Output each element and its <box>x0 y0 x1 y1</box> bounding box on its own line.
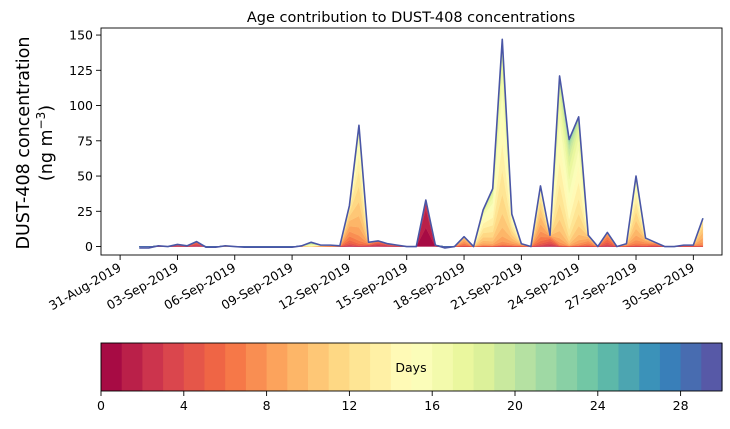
colorbar-bin-17 <box>452 343 475 391</box>
colorbar-bin-28 <box>680 343 702 391</box>
colorbar-bin-27 <box>659 343 682 391</box>
colorbar-tick-label: 16 <box>424 398 440 413</box>
colorbar-bin-20 <box>515 343 537 391</box>
colorbar-bin-3 <box>163 343 185 391</box>
y-axis-label-unit-exponent: −3 <box>34 112 48 130</box>
colorbar-tick-label: 4 <box>180 398 188 413</box>
colorbar-bin-15 <box>411 343 433 391</box>
colorbar-bin-26 <box>639 343 661 391</box>
colorbar-bin-6 <box>225 343 247 391</box>
colorbar-bin-25 <box>618 343 640 391</box>
colorbar-bin-1 <box>121 343 143 391</box>
y-tick-label: 125 <box>69 63 93 78</box>
colorbar-bin-11 <box>328 343 350 391</box>
colorbar-bin-10 <box>308 343 330 391</box>
colorbar-bin-13 <box>370 343 392 391</box>
colorbar-bin-18 <box>473 343 495 391</box>
y-axis-label-unit-suffix: ) <box>37 105 57 112</box>
colorbar-bin-29 <box>701 343 723 391</box>
colorbar-bin-12 <box>349 343 371 391</box>
total-concentration-line <box>139 38 704 249</box>
colorbar-tick-label: 24 <box>590 398 606 413</box>
colorbar <box>101 343 723 391</box>
y-axis-label-line1: DUST-408 concentration <box>14 37 34 250</box>
y-tick-label: 75 <box>77 133 93 148</box>
colorbar-bin-2 <box>142 343 164 391</box>
colorbar-bin-21 <box>535 343 557 391</box>
y-tick-label: 150 <box>69 28 93 43</box>
colorbar-frame <box>100 342 723 392</box>
colorbar-tick-label: 12 <box>341 398 357 413</box>
total-line <box>139 38 704 249</box>
colorbar-tick-label: 28 <box>673 398 689 413</box>
colorbar-bin-14 <box>390 343 413 391</box>
y-tick-label: 100 <box>69 98 93 113</box>
colorbar-bin-22 <box>556 343 578 391</box>
y-tick-label: 25 <box>77 204 93 219</box>
colorbar-bin-0 <box>101 343 123 391</box>
y-tick-label: 50 <box>77 169 93 184</box>
colorbar-label: Days <box>395 360 426 375</box>
colorbar-bin-23 <box>577 343 599 391</box>
colorbar-bin-5 <box>204 343 226 391</box>
colorbar-bin-8 <box>266 343 288 391</box>
colorbar-bin-24 <box>597 343 620 391</box>
y-axis-label-unit-prefix: (ng m <box>37 129 57 181</box>
colorbar-bin-16 <box>432 343 454 391</box>
y-axis-ticks: 0 25 50 75 100 125 150 <box>69 28 101 254</box>
colorbar-bin-9 <box>287 343 309 391</box>
plot-frame <box>100 27 723 256</box>
colorbar-tick-label: 0 <box>97 398 105 413</box>
colorbar-ticks: 0 4 8 12 16 20 24 28 <box>97 391 689 413</box>
colorbar-tick-label: 20 <box>507 398 523 413</box>
colorbar-tick-label: 8 <box>263 398 271 413</box>
colorbar-bin-19 <box>494 343 516 391</box>
y-axis-label: DUST-408 concentration (ng m−3) <box>14 37 57 250</box>
chart-title: Age contribution to DUST-408 concentrati… <box>247 10 575 26</box>
y-axis-label-line2: (ng m−3) <box>34 105 57 181</box>
y-tick-label: 0 <box>85 239 93 254</box>
colorbar-bin-7 <box>245 343 268 391</box>
colorbar-bin-4 <box>183 343 206 391</box>
